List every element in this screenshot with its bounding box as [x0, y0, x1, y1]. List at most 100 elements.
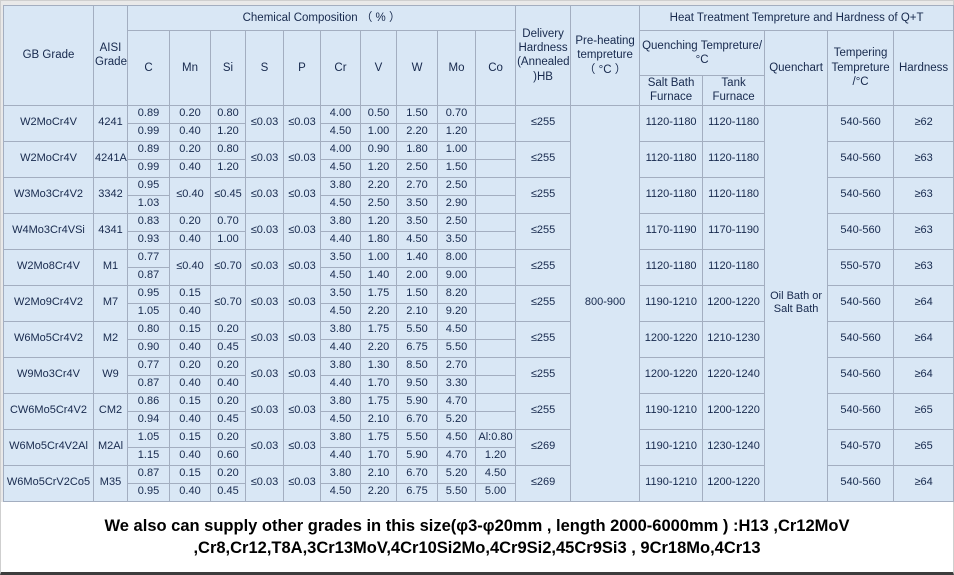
comp-s: ≤0.03 — [245, 428, 284, 466]
delivery-hardness-cell: ≤255 — [515, 212, 572, 250]
table-header: GB Grade AISI Grade Chemical Composition… — [3, 5, 954, 106]
comp-s: ≤0.03 — [245, 284, 284, 322]
comp-v-max: 1.80 — [360, 230, 397, 250]
comp-v-min: 1.75 — [360, 392, 397, 412]
grade-row-min: W2MoCr4V 4241 0.89 0.20 0.80 ≤0.03 ≤0.03 4.00 0.… — [3, 104, 954, 502]
comp-w-max: 6.70 — [396, 410, 438, 430]
comp-s: ≤0.03 — [245, 320, 284, 358]
comp-co-min — [474, 176, 517, 196]
comp-mn-max: 0.40 — [169, 374, 211, 394]
tempering-cell: 540-560 — [827, 392, 895, 430]
salt-bath-furnace-cell: 1120-1180 — [639, 248, 704, 286]
comp-co-max — [474, 410, 517, 430]
comp-co-min — [474, 284, 517, 304]
header-quenchart: Quenchart — [764, 30, 829, 106]
comp-mn: ≤0.40 — [169, 176, 211, 214]
header-element-cr: Cr — [320, 30, 361, 106]
comp-v-max: 2.20 — [360, 338, 397, 358]
comp-p: ≤0.03 — [283, 248, 321, 286]
comp-mn-max: 0.40 — [169, 410, 211, 430]
comp-si-min: 0.20 — [210, 464, 246, 484]
header-element-mn: Mn — [169, 30, 211, 106]
preheating-cell: 800-900 — [570, 104, 641, 502]
comp-c-max: 0.90 — [127, 338, 170, 358]
comp-cr-max: 4.50 — [320, 194, 361, 214]
comp-w-max: 9.50 — [396, 374, 438, 394]
delivery-hardness-cell: ≤255 — [515, 320, 572, 358]
steel-grades-table: GB Grade AISI Grade Chemical Composition… — [3, 5, 954, 502]
aisi-grade-cell: 4241 — [93, 104, 128, 142]
comp-mo-max: 9.00 — [437, 266, 476, 286]
comp-v-max: 1.40 — [360, 266, 397, 286]
tank-furnace-cell: 1220-1240 — [702, 356, 766, 394]
comp-cr-min: 3.80 — [320, 392, 361, 412]
comp-si-min: 0.20 — [210, 320, 246, 340]
comp-c-max: 0.95 — [127, 482, 170, 502]
comp-w-max: 6.75 — [396, 482, 438, 502]
comp-p: ≤0.03 — [283, 176, 321, 214]
grade-row-min: W6Mo5Cr4V2 M2 0.80 0.15 0.20 ≤0.03 ≤0.03 3.80 1.… — [3, 320, 954, 358]
comp-c-min: 0.95 — [127, 176, 170, 196]
comp-co-max — [474, 266, 517, 286]
salt-bath-furnace-cell: 1190-1210 — [639, 428, 704, 466]
tank-furnace-cell: 1170-1190 — [702, 212, 766, 250]
header-element-c: C — [127, 30, 170, 106]
comp-cr-min: 3.80 — [320, 464, 361, 484]
quenchart-cell: Oil Bath or Salt Bath — [764, 104, 829, 502]
header-tank-furnace: Tank Furnace — [702, 75, 766, 106]
comp-mn-min: 0.20 — [169, 104, 211, 124]
comp-cr-min: 3.80 — [320, 212, 361, 232]
comp-co-max — [474, 338, 517, 358]
comp-si-max: 1.20 — [210, 122, 246, 142]
comp-v-max: 2.50 — [360, 194, 397, 214]
header-element-w: W — [396, 30, 438, 106]
comp-cr-min: 4.00 — [320, 140, 361, 160]
comp-mn-min: 0.15 — [169, 320, 211, 340]
aisi-grade-cell: M35 — [93, 464, 128, 502]
comp-v-max: 2.10 — [360, 410, 397, 430]
comp-mn-min: 0.15 — [169, 428, 211, 448]
comp-c-max: 1.03 — [127, 194, 170, 214]
comp-w-min: 3.50 — [396, 212, 438, 232]
comp-mn-min: 0.15 — [169, 392, 211, 412]
comp-p: ≤0.03 — [283, 356, 321, 394]
comp-v-max: 2.20 — [360, 302, 397, 322]
comp-mo-min: 2.50 — [437, 176, 476, 196]
comp-si-min: 0.70 — [210, 212, 246, 232]
comp-w-max: 2.20 — [396, 122, 438, 142]
aisi-grade-cell: M2 — [93, 320, 128, 358]
comp-mo-min: 5.20 — [437, 464, 476, 484]
comp-c-min: 0.89 — [127, 140, 170, 160]
comp-cr-max: 4.50 — [320, 410, 361, 430]
comp-mn-max: 0.40 — [169, 302, 211, 322]
comp-co-min: 4.50 — [474, 464, 517, 484]
comp-v-min: 1.30 — [360, 356, 397, 376]
comp-v-min: 2.10 — [360, 464, 397, 484]
comp-mn: ≤0.40 — [169, 248, 211, 286]
comp-cr-max: 4.40 — [320, 230, 361, 250]
salt-bath-furnace-cell: 1120-1180 — [639, 104, 704, 142]
comp-s: ≤0.03 — [245, 248, 284, 286]
tempering-cell: 540-560 — [827, 140, 895, 178]
aisi-grade-cell: 4241A — [93, 140, 128, 178]
delivery-hardness-cell: ≤255 — [515, 248, 572, 286]
comp-cr-min: 3.50 — [320, 284, 361, 304]
comp-mo-max: 2.90 — [437, 194, 476, 214]
comp-co-min — [474, 320, 517, 340]
comp-si-max: 0.40 — [210, 374, 246, 394]
comp-v-min: 1.20 — [360, 212, 397, 232]
gb-grade-cell: W9Mo3Cr4V — [3, 356, 94, 394]
hardness-cell: ≥63 — [893, 212, 954, 250]
comp-c-max: 1.05 — [127, 302, 170, 322]
table-body: W2MoCr4V 4241 0.89 0.20 0.80 ≤0.03 ≤0.03 4.00 0.… — [3, 104, 954, 502]
comp-mo-max: 1.50 — [437, 158, 476, 178]
comp-co-min — [474, 248, 517, 268]
comp-si-min: 0.80 — [210, 140, 246, 160]
comp-v-min: 1.00 — [360, 248, 397, 268]
grade-row-max: 0.87 0.40 0.40 4.40 1.70 9.50 3.30 — [4, 374, 954, 394]
comp-s: ≤0.03 — [245, 176, 284, 214]
comp-si-min: 0.80 — [210, 104, 246, 124]
comp-s: ≤0.03 — [245, 464, 284, 502]
comp-mn-max: 0.40 — [169, 338, 211, 358]
